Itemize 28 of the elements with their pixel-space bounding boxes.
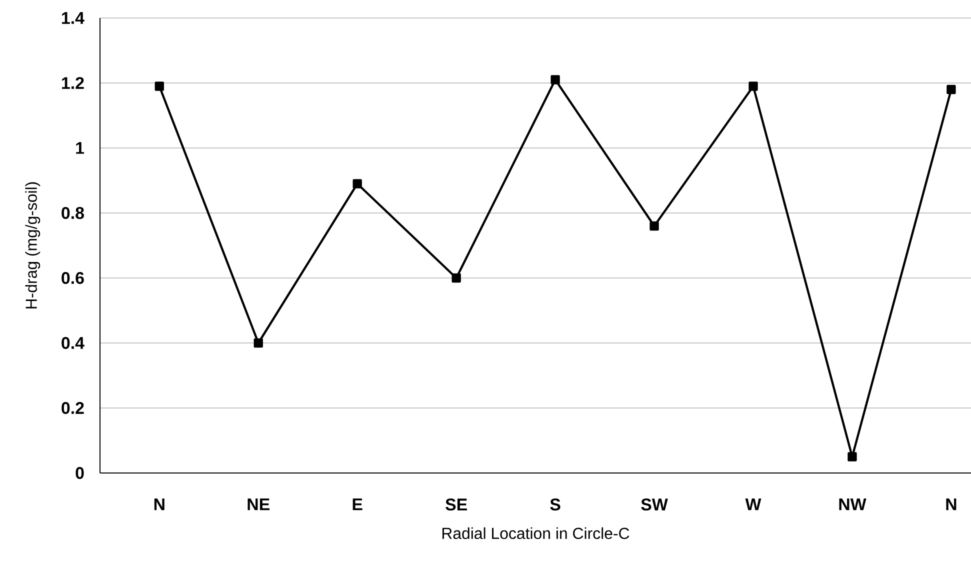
y-axis-title: H-drag (mg/g-soil) bbox=[25, 182, 40, 308]
point bbox=[550, 75, 560, 84]
y-tick-label: 0 bbox=[76, 466, 84, 479]
y-tick-label: 0.8 bbox=[62, 206, 84, 219]
point bbox=[748, 82, 758, 91]
x-tick-label: S bbox=[550, 498, 560, 511]
x-tick-label: SW bbox=[641, 498, 668, 511]
point bbox=[848, 452, 857, 462]
y-tick-label: 1.2 bbox=[62, 77, 84, 89]
y-tick-label: 0.2 bbox=[62, 402, 84, 414]
point bbox=[254, 338, 263, 348]
point bbox=[946, 84, 956, 94]
x-axis-title: Radial Location in Circle-C bbox=[442, 527, 630, 540]
x-tick-label: N bbox=[946, 498, 956, 510]
x-tick-label: E bbox=[352, 498, 362, 510]
x-tick-label: NE bbox=[248, 498, 270, 510]
x-tick-label: NW bbox=[839, 498, 866, 510]
x-tick-label: N bbox=[154, 498, 164, 510]
y-tick-label: 1 bbox=[76, 142, 84, 154]
point bbox=[452, 273, 461, 283]
y-tick-label: 0.6 bbox=[62, 272, 84, 284]
y-tick-label: 1.4 bbox=[62, 12, 84, 24]
point bbox=[352, 179, 362, 188]
point bbox=[650, 221, 659, 231]
y-tick-label: 0.4 bbox=[62, 336, 84, 349]
x-tick-label: SE bbox=[446, 498, 467, 511]
x-tick-label: W bbox=[745, 498, 762, 510]
point bbox=[154, 82, 164, 91]
